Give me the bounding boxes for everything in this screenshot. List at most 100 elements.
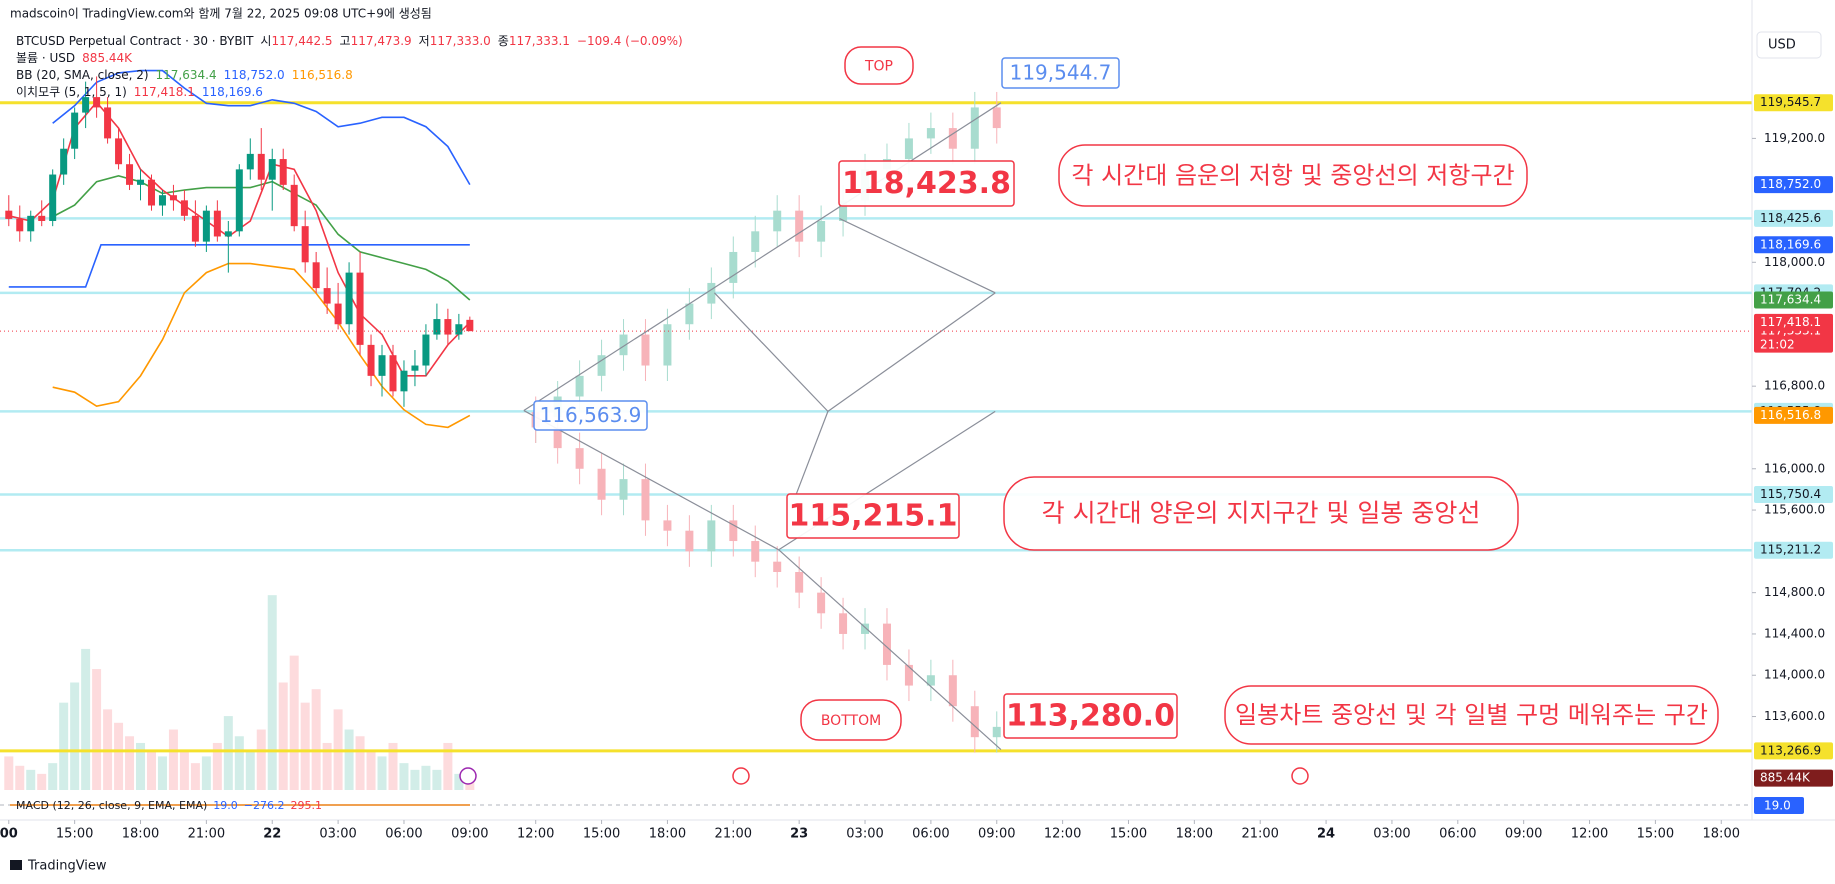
price-tag-label: 118,425.6 [1760,211,1821,225]
volume-bar [355,736,365,790]
x-tick-label: 21:00 [188,827,225,842]
callout-box [838,160,1015,207]
candle-body [795,572,804,593]
volume-bar [201,756,211,790]
candle-body [575,375,584,397]
macd-value: 295.1 [291,799,323,812]
legend-indicator: 이치모쿠 (5, 1, 5, 1) 117,418.1 118,169.6 [16,85,263,99]
callout-text: TOP [864,59,893,75]
price-tag-label: 115,750.4 [1760,487,1821,501]
candle-body [147,179,155,206]
candle-body [389,355,397,392]
candle-body [970,706,979,738]
candle-body [641,479,650,521]
event-icon[interactable] [732,767,750,785]
candle-body [685,530,694,552]
volume-bar [399,763,409,790]
x-tick-label: 09:00 [1505,827,1542,842]
y-tick-label: 113,600.0 [1764,709,1825,723]
x-tick-label: 18:00 [1176,827,1213,842]
candle-body [213,210,221,237]
price-tag [1754,313,1833,331]
volume-bar [388,742,398,790]
candle-body [839,200,848,221]
volume-bar [190,763,200,790]
volume-bar [278,682,288,790]
callout-box [533,400,648,431]
candle-body [992,726,1001,738]
trend-line [778,549,1002,751]
candle-body [16,218,24,232]
x-tick-label: 22 [263,827,281,842]
callout-text: 일봉차트 중앙선 및 각 일별 구멍 메워주는 구간 [1235,701,1708,729]
candle-body [926,675,935,686]
price-axis [1752,0,1835,884]
candle-body [279,159,287,185]
candle-body [861,623,870,634]
callout-box [800,699,902,741]
candle-body [795,210,804,242]
volume-bar [410,769,420,790]
legend-indicator: BB (20, SMA, close, 2) 117,634.4 118,752.0… [16,68,353,82]
x-tick-label: 18:00 [649,827,686,842]
event-icon[interactable] [1291,767,1309,785]
indicator-line [8,243,470,288]
candle-body [224,231,232,237]
candle-body [367,344,375,376]
callout-text: 각 시간대 양운의 지지구간 및 일봉 중앙선 [1042,499,1481,528]
price-tag-label: 119,545.7 [1760,95,1821,109]
candle-body [268,159,276,180]
candle-body [663,520,672,531]
indicator-name: 볼륨 · USD [16,51,75,65]
indicator-value: 117,634.4 [156,68,217,82]
macd-legend: MACD (12, 26, close, 9, EMA, EMA) 19.0 −27… [16,799,322,812]
price-tag [1754,291,1833,309]
ohlc-label: 고 [340,34,351,48]
ohlc-label: 저 [419,34,430,48]
candle-body [992,107,1001,129]
price-tag [1754,94,1833,112]
x-tick-label: 24 [1317,827,1335,842]
volume-bar [168,729,178,790]
y-tick-label: 118,000.0 [1764,255,1825,269]
callout-box [844,46,914,85]
event-icon[interactable] [459,767,477,785]
macd-tag [1754,797,1804,814]
candle-body [597,468,606,500]
trend-line [827,292,996,412]
volume-bar [311,689,321,790]
volume-bar [421,765,431,790]
indicator-line [52,69,471,186]
volume-bar [256,729,266,790]
macd-value: −276.2 [244,799,285,812]
candle-body [575,448,584,469]
volume-bar [157,756,167,790]
candle-body [93,97,101,108]
indicator-value: 117,418.1 [134,85,195,99]
callout-text: 113,280.0 [1006,699,1175,734]
indicator-name: 이치모쿠 (5, 1, 5, 1) [16,85,127,99]
volume-bar [48,763,58,790]
volume-bar [289,655,299,790]
currency-box[interactable] [1756,31,1822,59]
callout-box [1058,144,1528,207]
candle-body [553,427,562,449]
y-tick-label: 119,200.0 [1764,131,1825,145]
candle-body [5,210,13,219]
candle-body [345,272,353,325]
currency: USD [1768,38,1796,53]
x-tick-label: 18:00 [122,827,159,842]
x-tick-label: 06:00 [1439,827,1476,842]
y-tick-label: 115,600.0 [1764,503,1825,517]
candle-body [707,520,716,552]
candle-body [49,174,57,221]
callout-text: BOTTOM [821,713,881,729]
candle-body [158,195,166,206]
candle-body [433,319,441,335]
ohlc-value: 117,473.9 [351,34,412,48]
candle-body [948,128,957,149]
volume-bar [212,742,222,790]
price-tag-label: 117,418.1 [1760,315,1821,329]
trend-line [523,410,780,551]
